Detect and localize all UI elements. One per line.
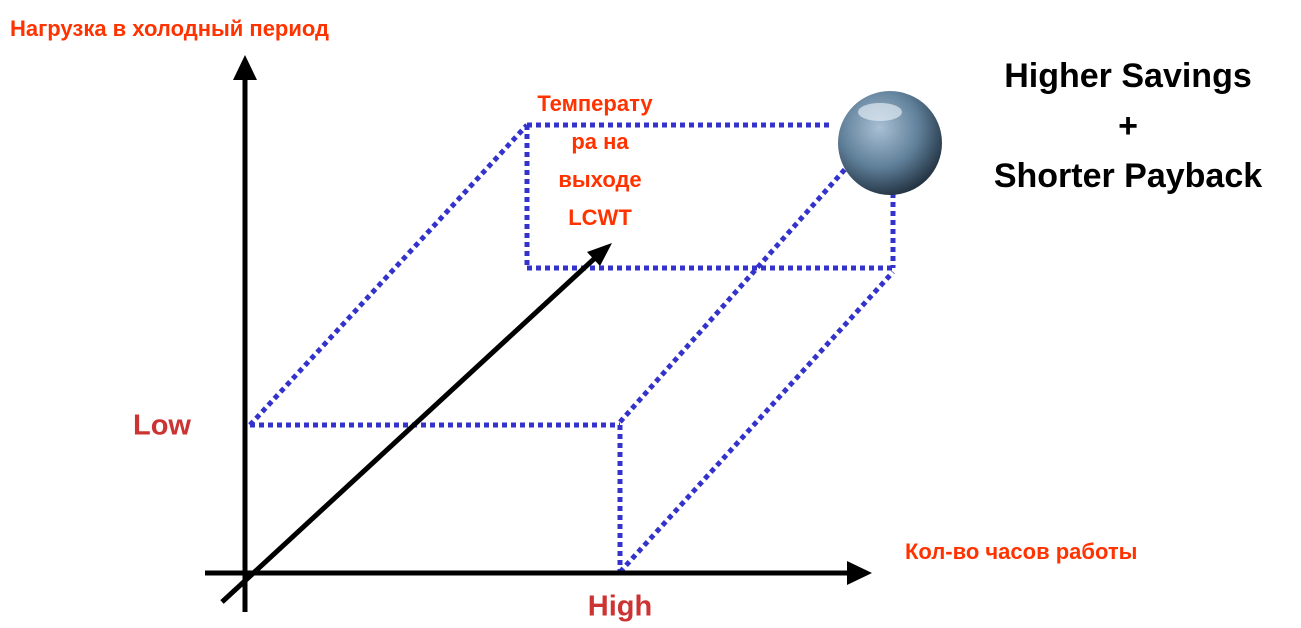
z-axis-label: ра на bbox=[571, 129, 629, 154]
axes bbox=[205, 55, 872, 612]
diagram: Нагрузка в холодный период Кол-во часов … bbox=[0, 0, 1301, 628]
result-text: + bbox=[1118, 107, 1138, 145]
x-axis-label: Кол-во часов работы bbox=[905, 539, 1137, 564]
result-text: Shorter Payback bbox=[994, 157, 1262, 195]
sphere-highlight bbox=[858, 103, 902, 121]
dotted-box bbox=[250, 125, 893, 572]
z-axis-label: LCWT bbox=[568, 205, 632, 230]
y-axis-label: Нагрузка в холодный период bbox=[10, 16, 329, 41]
z-axis-label: Температу bbox=[537, 91, 653, 116]
high-label: High bbox=[588, 591, 652, 623]
low-label: Low bbox=[133, 410, 191, 442]
result-text: Higher Savings bbox=[1004, 57, 1252, 95]
z-axis-label: выходе bbox=[558, 167, 641, 192]
